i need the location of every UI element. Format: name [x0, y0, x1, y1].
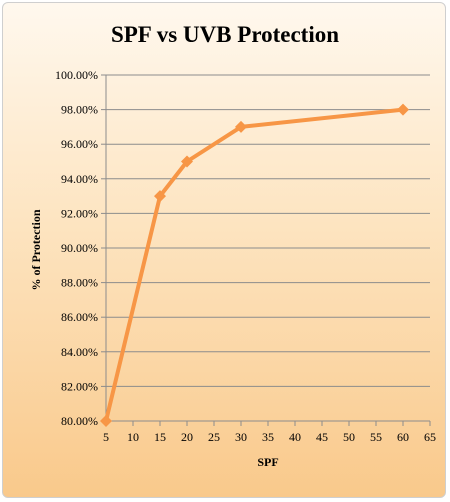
- y-axis-ticks: 80.00% 82.00% 84.00% 86.00% 88.00% 90.00% 92.0…: [55, 68, 98, 428]
- y-tick-label: 86.00%: [61, 310, 98, 324]
- x-tick-label: 55: [370, 430, 382, 444]
- x-tick-label: 30: [235, 430, 247, 444]
- x-tick-label: 50: [343, 430, 355, 444]
- data-point-marker: [235, 120, 247, 133]
- x-tick-label: 25: [208, 430, 220, 444]
- x-tick-label: 10: [127, 430, 139, 444]
- y-tick-label: 90.00%: [61, 241, 98, 255]
- x-tick-label: 15: [154, 430, 166, 444]
- data-point-marker: [154, 190, 166, 203]
- chart-title: SPF vs UVB Protection: [111, 22, 339, 47]
- data-point-marker: [181, 155, 193, 168]
- x-tick-label: 5: [103, 430, 109, 444]
- y-tick-label: 92.00%: [61, 206, 98, 220]
- x-axis-ticks: 5 10 15 20 25 30 35 40 45 50 55 60 65: [103, 421, 436, 444]
- x-tick-label: 60: [397, 430, 409, 444]
- x-tick-label: 40: [289, 430, 301, 444]
- y-tick-label: 80.00%: [61, 414, 98, 428]
- x-tick-label: 20: [181, 430, 193, 444]
- series-line: [104, 107, 405, 423]
- y-tick-label: 82.00%: [61, 379, 98, 393]
- series-group: [100, 103, 409, 427]
- y-tick-label: 100.00%: [55, 68, 98, 82]
- x-tick-label: 65: [424, 430, 436, 444]
- x-axis-label: SPF: [257, 455, 278, 469]
- y-tick-label: 84.00%: [61, 345, 98, 359]
- y-tick-label: 94.00%: [61, 172, 98, 186]
- x-tick-label: 45: [316, 430, 328, 444]
- y-tick-label: 96.00%: [61, 137, 98, 151]
- x-tick-label: 35: [262, 430, 274, 444]
- y-axis-label: % of Protection: [29, 209, 43, 290]
- chart-frame: [2, 2, 446, 498]
- grid-lines: [101, 74, 430, 422]
- y-tick-label: 98.00%: [61, 103, 98, 117]
- data-point-marker: [397, 103, 409, 116]
- data-point-marker: [100, 415, 112, 427]
- y-tick-label: 88.00%: [61, 276, 98, 290]
